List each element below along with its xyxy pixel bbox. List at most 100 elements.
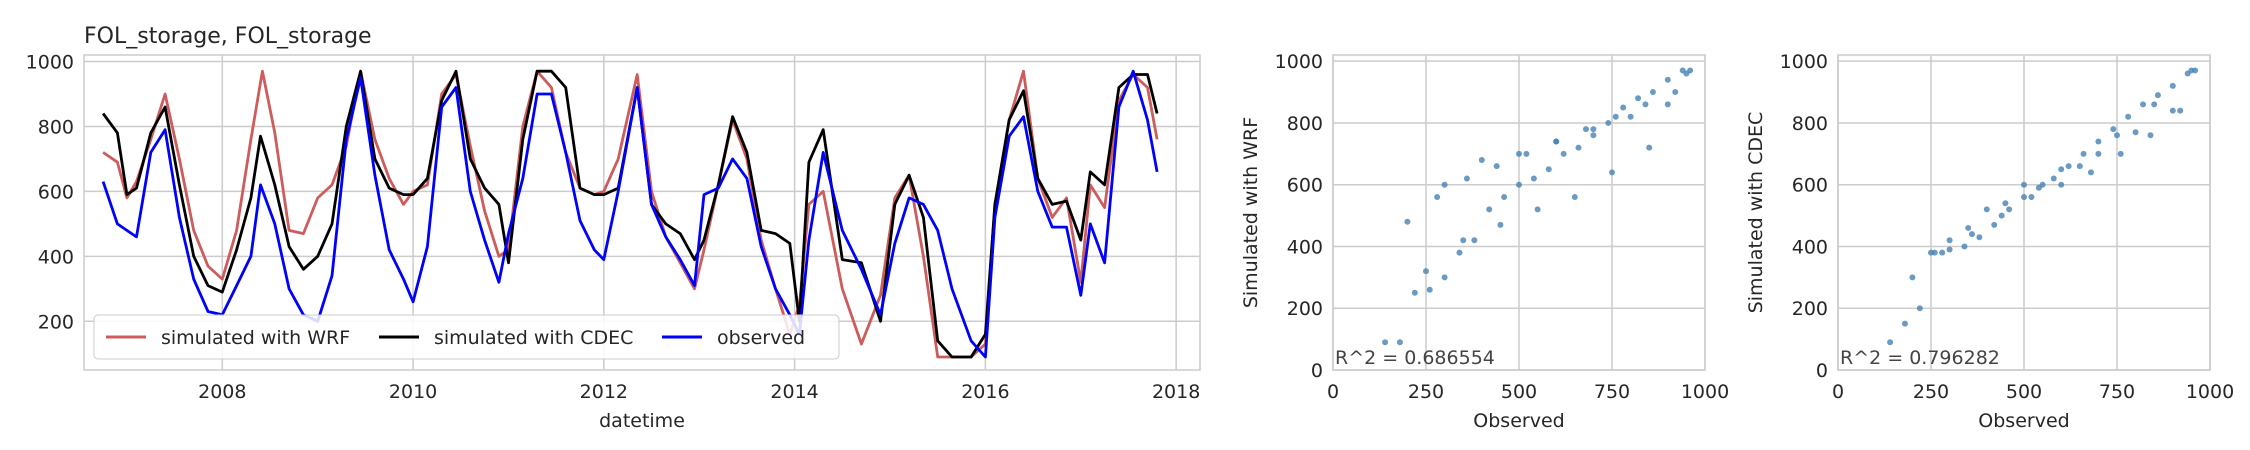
scatter-point [1560, 150, 1567, 157]
scatter-point [2087, 169, 2094, 176]
scatter-point [2177, 107, 2184, 114]
x-tick-label: 500 [2006, 381, 2042, 403]
y-tick-label: 200 [1287, 298, 1323, 320]
scatter-point [1411, 289, 1418, 296]
scatter-point [1456, 249, 1463, 256]
scatter-point [1909, 274, 1916, 281]
scatter-point [1441, 181, 1448, 188]
scatter-point [2151, 101, 2158, 108]
scatter-point [1582, 126, 1589, 133]
x-axis-label: datetime [599, 410, 685, 432]
legend-label: simulated with CDEC [434, 327, 633, 349]
scatter-point [2006, 206, 2013, 213]
scatter-point [1620, 104, 1627, 111]
scatter-point [2050, 175, 2057, 182]
scatter-point [1516, 150, 1522, 157]
scatter-point [1516, 181, 1522, 188]
scatter-point [1590, 132, 1597, 139]
scatter-point [1664, 101, 1671, 108]
scatter-point [1571, 194, 1578, 201]
scatter-point [1946, 237, 1953, 244]
scatter-point [2110, 126, 2117, 133]
x-tick-label: 2018 [1152, 381, 1200, 403]
y-tick-label: 1000 [26, 51, 74, 73]
scatter-point [2188, 67, 2195, 74]
x-axis-label: Observed [1473, 410, 1564, 432]
scatter-point [2058, 181, 2065, 188]
r-squared-annotation: R^2 = 0.686554 [1335, 347, 1495, 369]
scatter-point [1901, 320, 1908, 327]
scatter-point [2039, 181, 2046, 188]
scatter-point [1486, 206, 1493, 213]
x-tick-label: 1000 [2186, 381, 2234, 403]
x-tick-label: 500 [1501, 381, 1537, 403]
scatter-point [1646, 144, 1653, 151]
r-squared-annotation: R^2 = 0.796282 [1840, 347, 2000, 369]
scatter-point [1939, 249, 1946, 256]
legend-box [93, 314, 840, 360]
scatter-point [1664, 76, 1671, 83]
chart-panel-2 [1332, 54, 1706, 371]
y-tick-label: 600 [1287, 175, 1323, 197]
scatter-point [1683, 70, 1690, 77]
scatter-point [1968, 231, 1975, 238]
scatter-point [1396, 339, 1403, 346]
plot-frame [83, 54, 1201, 371]
y-axis-label: Simulated with WRF [1240, 117, 1262, 308]
scatter-point [1635, 95, 1642, 102]
scatter-point [1965, 224, 1972, 231]
legend-label: simulated with WRF [161, 327, 350, 349]
chart-title: FOL_storage, FOL_storage [84, 24, 372, 49]
plot-frame [1332, 54, 1706, 371]
scatter-point [2065, 163, 2072, 170]
scatter-point [2169, 107, 2176, 114]
series-line-observed [101, 69, 1159, 359]
scatter-point [1887, 339, 1894, 346]
plot-frame [1837, 54, 2211, 371]
scatter-point [2125, 113, 2132, 120]
y-tick-label: 400 [1792, 236, 1828, 258]
scatter-point [1649, 89, 1656, 96]
y-tick-label: 0 [1311, 360, 1323, 382]
scatter-point [1961, 243, 1968, 250]
x-tick-label: 1000 [1681, 381, 1729, 403]
scatter-point [1946, 246, 1953, 253]
scatter-point [1612, 113, 1619, 120]
scatter-point [1575, 144, 1582, 151]
scatter-point [1605, 119, 1612, 126]
scatter-point [1493, 163, 1500, 170]
scatter-point [1382, 339, 1389, 346]
y-axis-label: Simulated with CDEC [1745, 112, 1767, 314]
scatter-point [1423, 268, 1429, 275]
chart-panel-1 [83, 54, 1201, 371]
x-tick-label: 2014 [770, 381, 818, 403]
y-tick-label: 600 [38, 181, 74, 203]
scatter-point [1426, 286, 1433, 293]
x-tick-label: 0 [1832, 381, 1844, 403]
scatter-point [2095, 138, 2102, 145]
y-tick-label: 1000 [1780, 51, 1828, 73]
scatter-point [2002, 200, 2009, 207]
x-tick-label: 0 [1327, 381, 1339, 403]
scatter-point [2021, 181, 2027, 188]
scatter-point [1553, 138, 1560, 145]
scatter-point [1460, 237, 1467, 244]
scatter-point [2114, 132, 2120, 139]
scatter-point [1530, 175, 1537, 182]
scatter-point [1545, 166, 1552, 173]
scatter-point [1627, 113, 1634, 120]
x-tick-label: 750 [1594, 381, 1630, 403]
scatter-point [1672, 89, 1679, 96]
scatter-point [2080, 150, 2087, 157]
scatter-point [1998, 212, 2005, 219]
scatter-point [1497, 221, 1504, 228]
scatter-point [1534, 206, 1541, 213]
x-tick-label: 2010 [389, 381, 437, 403]
scatter-point [1463, 175, 1470, 182]
y-tick-label: 200 [1792, 298, 1828, 320]
y-tick-label: 200 [38, 311, 74, 333]
scatter-point [2028, 194, 2035, 201]
y-tick-label: 400 [38, 246, 74, 268]
